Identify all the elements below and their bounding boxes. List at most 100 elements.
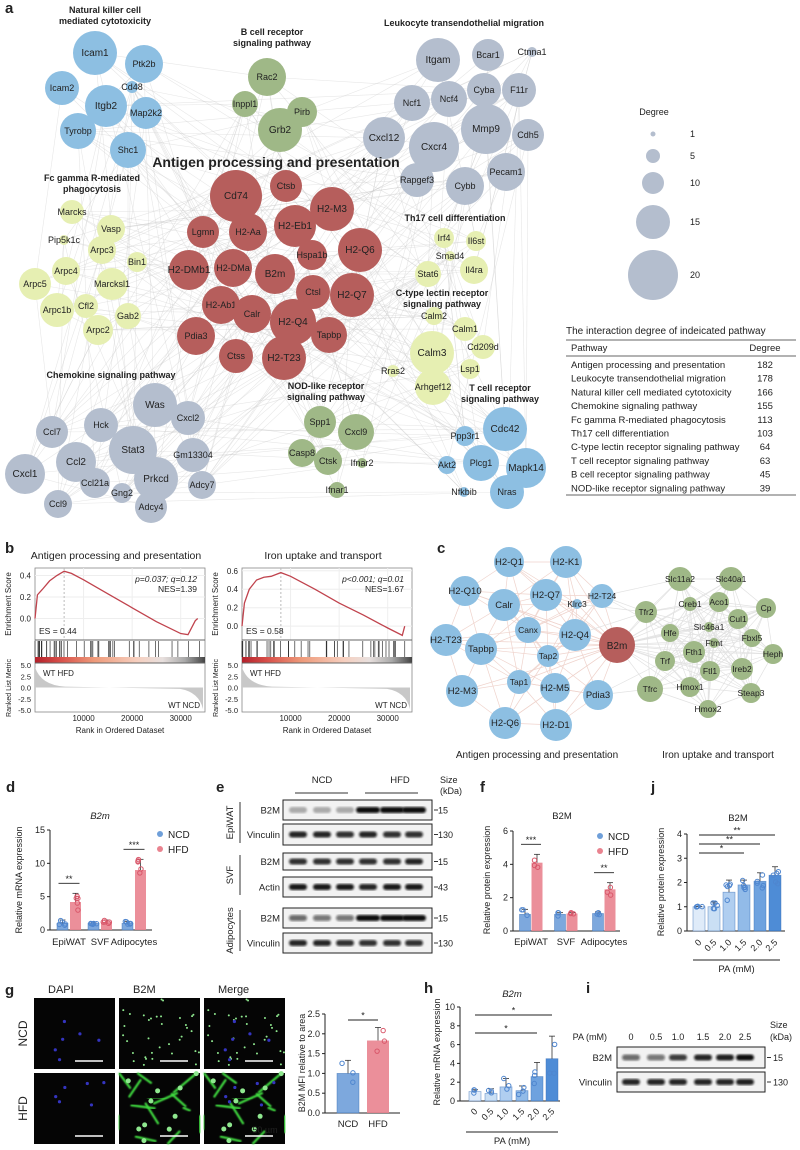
node-label: H2-Eb1 — [278, 221, 312, 232]
network-node: Tyrobp — [60, 113, 96, 149]
bar — [515, 1084, 529, 1102]
network-node: Grb2 — [258, 108, 302, 152]
network-edge — [110, 171, 507, 230]
node-label: Map2k2 — [130, 108, 162, 118]
legend-circle — [628, 250, 678, 300]
network-edge — [689, 603, 715, 644]
table-row: Natural killer cell mediated cytotoxicit… — [571, 387, 773, 398]
node-label: H2-Q7 — [532, 590, 560, 601]
node-label: B2m — [265, 269, 286, 280]
network-node: Hmox1 — [677, 677, 704, 697]
node-label: Pdia3 — [184, 331, 207, 341]
data-point — [350, 1070, 356, 1076]
nucleus — [227, 1100, 232, 1104]
node-label: Ctsb — [277, 181, 296, 191]
b2m-signal — [208, 1024, 211, 1027]
node-label: Cp — [761, 603, 772, 613]
b2m-signal — [245, 998, 248, 1001]
bar — [604, 882, 616, 931]
node-label: H2-M5 — [541, 683, 570, 694]
network-node: Vasp — [97, 215, 125, 243]
data-point — [105, 920, 112, 927]
network-edge — [383, 137, 484, 348]
size-marker: 15 — [773, 1053, 783, 1063]
b2m-signal — [251, 1126, 257, 1132]
node-circle — [471, 335, 495, 359]
data-point — [694, 903, 700, 910]
network-node: Cybb — [446, 167, 484, 205]
data-point — [100, 919, 106, 925]
network-edge — [518, 89, 527, 469]
b2m-signal — [240, 1088, 246, 1094]
network-node: Itgam — [416, 38, 460, 82]
b2m-signal — [203, 1072, 217, 1090]
data-point — [127, 920, 134, 927]
node-label: Ccl2 — [66, 457, 86, 468]
node-circle — [202, 286, 240, 324]
blot-band — [694, 1079, 712, 1085]
rank-color-bar — [35, 657, 205, 663]
data-point — [741, 885, 747, 891]
enrichment-curve — [241, 571, 406, 637]
data-point — [555, 910, 562, 916]
degree-value: 63 — [760, 456, 771, 467]
node-label: H2-T23 — [430, 635, 462, 646]
network-node: Ireb2 — [731, 658, 753, 680]
network-node: H2-Q4 — [559, 619, 591, 651]
node-label: H2-T23 — [267, 353, 301, 364]
network-node: Calm2 — [421, 307, 447, 325]
network-node: Ccl7 — [36, 416, 68, 448]
x-tick-label: 1.5 — [510, 1106, 526, 1122]
network-node: Spp1 — [304, 406, 336, 438]
channel-label: DAPI — [48, 984, 74, 996]
degree-value: 45 — [760, 470, 771, 481]
image-background — [204, 998, 285, 1069]
b2m-signal — [155, 1088, 161, 1094]
network-node: Lgmn — [187, 216, 219, 248]
nucleus — [248, 1032, 252, 1036]
bar — [519, 907, 531, 932]
node-circle — [296, 275, 330, 309]
data-point — [723, 882, 729, 888]
data-point — [93, 921, 100, 927]
node-circle — [133, 383, 177, 427]
node-label: Stat3 — [121, 445, 145, 456]
network-edge — [101, 59, 439, 251]
hit-marks — [34, 641, 200, 657]
network-node: Ncf1 — [394, 85, 430, 121]
blot-band — [622, 1054, 640, 1061]
data-point — [595, 909, 601, 916]
table-row: NOD-like receptor signaling pathway 39 — [571, 483, 770, 494]
node-circle — [743, 629, 761, 647]
metric-tick-label: 2.5 — [21, 672, 31, 681]
node-label: H2-DMb1 — [168, 265, 211, 276]
table-row: Chemokine signaling pathway 155 — [571, 401, 773, 412]
network-node: H2-Q7 — [530, 579, 562, 611]
protein-label: B2M — [260, 806, 280, 817]
data-point — [547, 1070, 553, 1076]
data-point — [759, 872, 766, 878]
node-circle — [36, 416, 68, 448]
node-circle — [130, 97, 162, 129]
blot-band — [405, 831, 423, 838]
gsea-nes: NES=1.67 — [365, 584, 404, 594]
node-label: Cxcr4 — [421, 142, 448, 153]
node-label: Canx — [518, 625, 539, 635]
network-edge — [110, 171, 507, 230]
blot-band — [356, 915, 380, 921]
network-node: Map2k2 — [130, 97, 162, 129]
network-edge — [24, 63, 145, 475]
network-node: Ftmt — [706, 638, 723, 648]
network-node: Ccl21a — [80, 468, 110, 498]
node-label: Tyrobp — [64, 126, 92, 136]
y-tick-label: 0 — [40, 925, 45, 935]
nucleus — [89, 1103, 94, 1107]
network-c: H2-Q1 H2-K1 H2-Q10 H2-Q7 H2-T24 Calr Klrc3 Canx… — [430, 546, 783, 761]
b2m-signal — [226, 1138, 232, 1144]
node-label: H2-DMa — [216, 263, 250, 273]
network-edge — [616, 644, 752, 694]
data-point — [773, 870, 780, 877]
